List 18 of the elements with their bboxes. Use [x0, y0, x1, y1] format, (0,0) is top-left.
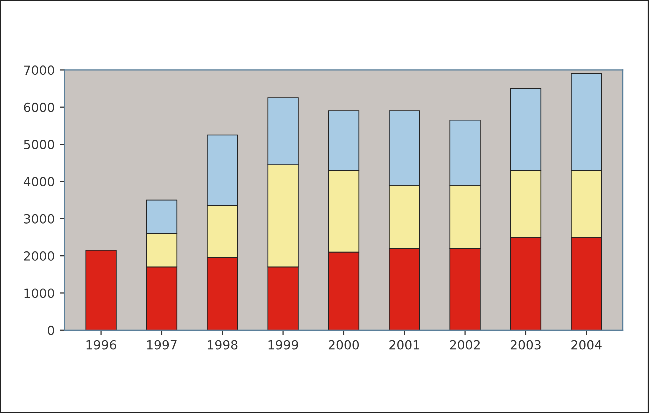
- y-tick-label: 5000: [24, 140, 54, 150]
- x-tick-label: 1996: [86, 340, 116, 350]
- x-tick-label: 2000: [328, 340, 360, 350]
- y-tick-label: 6000: [24, 102, 54, 112]
- bar: [86, 250, 117, 330]
- y-tick-label: 1000: [24, 288, 54, 298]
- x-tick-label: 1998: [208, 340, 238, 350]
- x-tick-label: 2004: [572, 340, 602, 350]
- y-tick-label: 3000: [24, 214, 54, 224]
- y-tick-label: 7000: [24, 66, 54, 76]
- y-tick-label: 4000: [24, 177, 54, 187]
- y-tick-label: 2000: [24, 252, 54, 261]
- x-tick-label: 2003: [510, 340, 541, 350]
- x-tick-label: 2001: [390, 340, 420, 350]
- x-tick-label: 1997: [147, 340, 177, 350]
- x-tick-label: 2002: [450, 340, 480, 350]
- y-tick-label: 0: [48, 326, 54, 336]
- x-tick-label: 1999: [268, 340, 298, 350]
